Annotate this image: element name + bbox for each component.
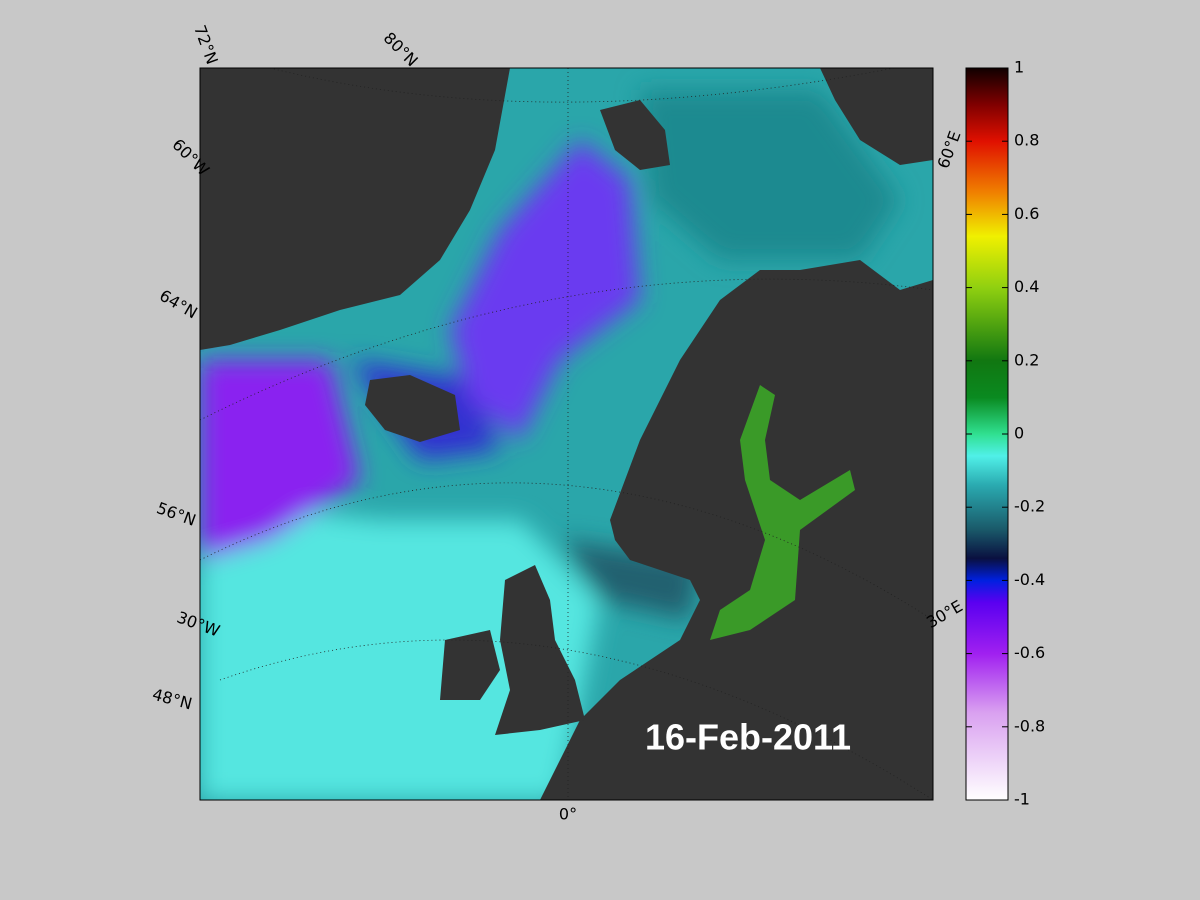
great-britain	[495, 565, 585, 735]
coordinate-label: 56°N	[154, 498, 198, 530]
colorbar	[965, 67, 1009, 801]
coordinate-label: 64°N	[156, 286, 200, 323]
coordinate-label: 48°N	[150, 685, 194, 714]
map: 16-Feb-2011	[200, 68, 933, 800]
coordinate-label: 72°N	[190, 22, 222, 66]
colorbar-tick-label: 1	[1014, 58, 1024, 77]
colorbar-tick-label: 0	[1014, 424, 1024, 443]
baltic-sea	[710, 385, 855, 640]
colorbar-tick-label: -0.2	[1014, 497, 1045, 516]
graticule	[219, 639, 933, 800]
colorbar-tick-label: 0.6	[1014, 204, 1039, 223]
date-label: 16-Feb-2011	[645, 717, 851, 758]
coordinate-label: 0°	[559, 805, 577, 824]
colorbar-tick-label: -0.8	[1014, 716, 1045, 735]
svalbard	[600, 100, 670, 170]
ireland	[440, 630, 500, 700]
graticule	[200, 482, 933, 621]
colorbar-ticks: 1 0.8 0.6 0.4 0.2 0 -0.2 -0.4 -0.6 -0.8 -1	[966, 58, 1045, 809]
colorbar-tick-label: -1	[1014, 790, 1030, 809]
iceland	[365, 375, 460, 442]
graticule	[200, 278, 933, 421]
greenland	[200, 68, 510, 350]
colorbar-tick-label: 0.8	[1014, 131, 1039, 150]
colorbar-tick-label: 0.4	[1014, 277, 1039, 296]
colorbar-tick-label: -0.4	[1014, 570, 1045, 589]
coordinate-label: 60°E	[934, 128, 965, 171]
coordinate-label: 80°N	[380, 28, 422, 70]
colorbar-tick-label: -0.6	[1014, 643, 1045, 662]
colorbar-tick-label: 0.2	[1014, 350, 1039, 369]
novaya-zemlya	[820, 68, 933, 165]
map-frame	[199, 67, 934, 801]
scandinavia-europe	[540, 260, 933, 800]
